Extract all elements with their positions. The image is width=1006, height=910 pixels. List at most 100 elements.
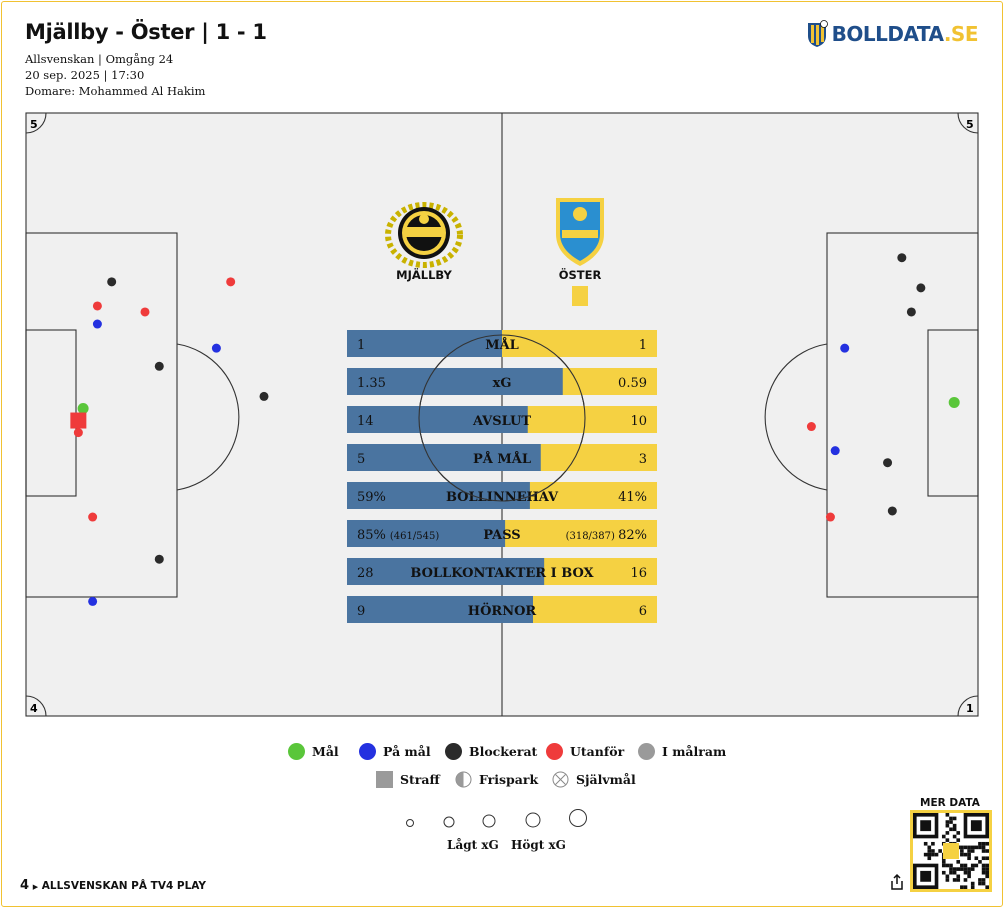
shot-marker-away (948, 396, 960, 408)
match-datetime: 20 sep. 2025 | 17:30 (25, 68, 145, 82)
stat-home-value: 59% (357, 490, 386, 505)
logo-text-tld: .SE (943, 22, 979, 46)
shot-marker-away (916, 283, 926, 293)
tv4-play-link[interactable]: 4 ▶ ALLSVENSKAN PÅ TV4 PLAY (20, 878, 206, 893)
stat-home-value: 5 (357, 452, 365, 467)
shot-marker-home (88, 512, 98, 522)
stat-away-value: 10 (630, 414, 647, 429)
shot-marker-home (259, 391, 269, 401)
shot-marker-away (906, 307, 916, 317)
legend-free-kick: Frispark (455, 771, 538, 788)
away-team-name: ÖSTER (558, 268, 602, 282)
stat-label: BOLLKONTAKTER I BOX (410, 566, 594, 581)
shot-marker-away (887, 506, 897, 516)
stat-away-value: 41% (618, 490, 647, 505)
corner-count-tl: 5 (30, 118, 38, 131)
blocked-dot-icon (445, 743, 462, 760)
high-xg-label: Högt xG (511, 838, 566, 852)
qr-code-icon[interactable] (910, 810, 992, 892)
shots-layer (70, 253, 960, 606)
mjallby-crest-icon (385, 202, 463, 268)
stat-label: BOLLINNEHAV (446, 490, 559, 505)
stat-home-value: 14 (357, 414, 374, 429)
corner-count-tr: 5 (966, 118, 974, 131)
tv4-play-text: ALLSVENSKAN PÅ TV4 PLAY (41, 880, 207, 892)
shot-marker-home (92, 301, 102, 311)
shot-marker-home (226, 277, 236, 287)
corner-count-br: 1 (966, 702, 974, 715)
stat-bar-home (347, 444, 541, 471)
stat-home-value: 28 (357, 566, 374, 581)
shot-marker-home (107, 277, 117, 287)
corner-arc-br (957, 695, 979, 717)
mer-data-label: MER DATA (920, 797, 980, 809)
bolldata-logo[interactable]: BOLLDATA.SE (806, 20, 979, 48)
stat-away-number: 41% (618, 490, 647, 505)
home-team-name: MJÄLLBY (396, 268, 452, 282)
right-penalty-arc (764, 343, 828, 491)
stat-bar-home (347, 558, 545, 585)
shot-marker-home (154, 361, 164, 371)
competition-label: Allsvenskan | Omgång 24 (25, 52, 174, 66)
shot-marker-away (840, 343, 850, 353)
stat-away-value: 16 (630, 566, 647, 581)
shot-marker-away (825, 512, 835, 522)
stat-bar-home (347, 482, 530, 509)
stat-label: AVSLUT (472, 414, 531, 429)
shot-marker-away (883, 458, 893, 468)
shot-marker-home (154, 554, 164, 564)
shot-marker-away (897, 253, 907, 263)
stat-away-value: (318/387) 82% (566, 528, 647, 543)
right-six-yard-box (927, 329, 979, 497)
penalty-square-icon (376, 771, 393, 788)
stat-bars: 1 MÅL 1 1.35 xG 0.59 14 AVSLUT 10 5 PÅ MÅL 3 59% BOLL… (347, 330, 657, 623)
free-kick-half-circle-icon (455, 771, 472, 788)
stat-bar-home (347, 406, 528, 433)
center-circle-overlay (418, 334, 586, 502)
stat-away-number: 16 (630, 566, 647, 581)
shot-marker-away (830, 446, 840, 456)
stat-label: HÖRNOR (468, 602, 537, 619)
stat-away-number: 6 (639, 604, 647, 619)
stat-label: PASS (483, 528, 520, 543)
corner-arc-bl (25, 695, 47, 717)
share-icon[interactable] (889, 873, 905, 891)
logo-shield-icon (807, 20, 828, 47)
stat-away-value: 0.59 (618, 376, 647, 391)
stat-away-number: 10 (630, 414, 647, 429)
legend-off-target: Utanför (546, 743, 624, 760)
legend-penalty: Straff (376, 771, 440, 788)
page-title: Mjällby - Öster | 1 - 1 (25, 20, 267, 44)
stat-label: PÅ MÅL (473, 451, 531, 467)
low-xg-label: Lågt xG (447, 838, 499, 852)
corner-arc-tr (957, 112, 979, 134)
stat-home-detail: (461/545) (390, 531, 439, 542)
stat-away-detail: (318/387) (566, 531, 619, 542)
stat-home-value: 1.35 (357, 376, 386, 391)
legend-goal: Mål (288, 743, 339, 760)
tv4-number: 4 (20, 878, 30, 893)
legend-blocked: Blockerat (445, 743, 537, 760)
stat-away-value: 6 (639, 604, 647, 619)
away-yellow-card (572, 286, 588, 306)
corner-arc-tl (25, 112, 47, 134)
logo-text-main: BOLLDATA (831, 22, 945, 46)
xg-size-scale (406, 809, 587, 828)
own-goal-cross-icon (552, 771, 569, 788)
stat-bar-home (347, 520, 506, 547)
shot-marker-home (211, 343, 221, 353)
oster-crest-icon (556, 198, 604, 266)
stat-bar-home (347, 368, 563, 395)
shot-marker-home (92, 319, 102, 329)
stat-home-value: 9 (357, 604, 365, 619)
shot-marker-home (73, 428, 83, 438)
goal-dot-icon (288, 743, 305, 760)
stat-away-number: 3 (639, 452, 647, 467)
legend-on-target: På mål (359, 743, 431, 760)
corner-count-bl: 4 (30, 702, 38, 715)
legend-woodwork: I målram (638, 743, 726, 760)
referee-label: Domare: Mohammed Al Hakim (25, 84, 206, 98)
stat-label: MÅL (485, 337, 519, 353)
